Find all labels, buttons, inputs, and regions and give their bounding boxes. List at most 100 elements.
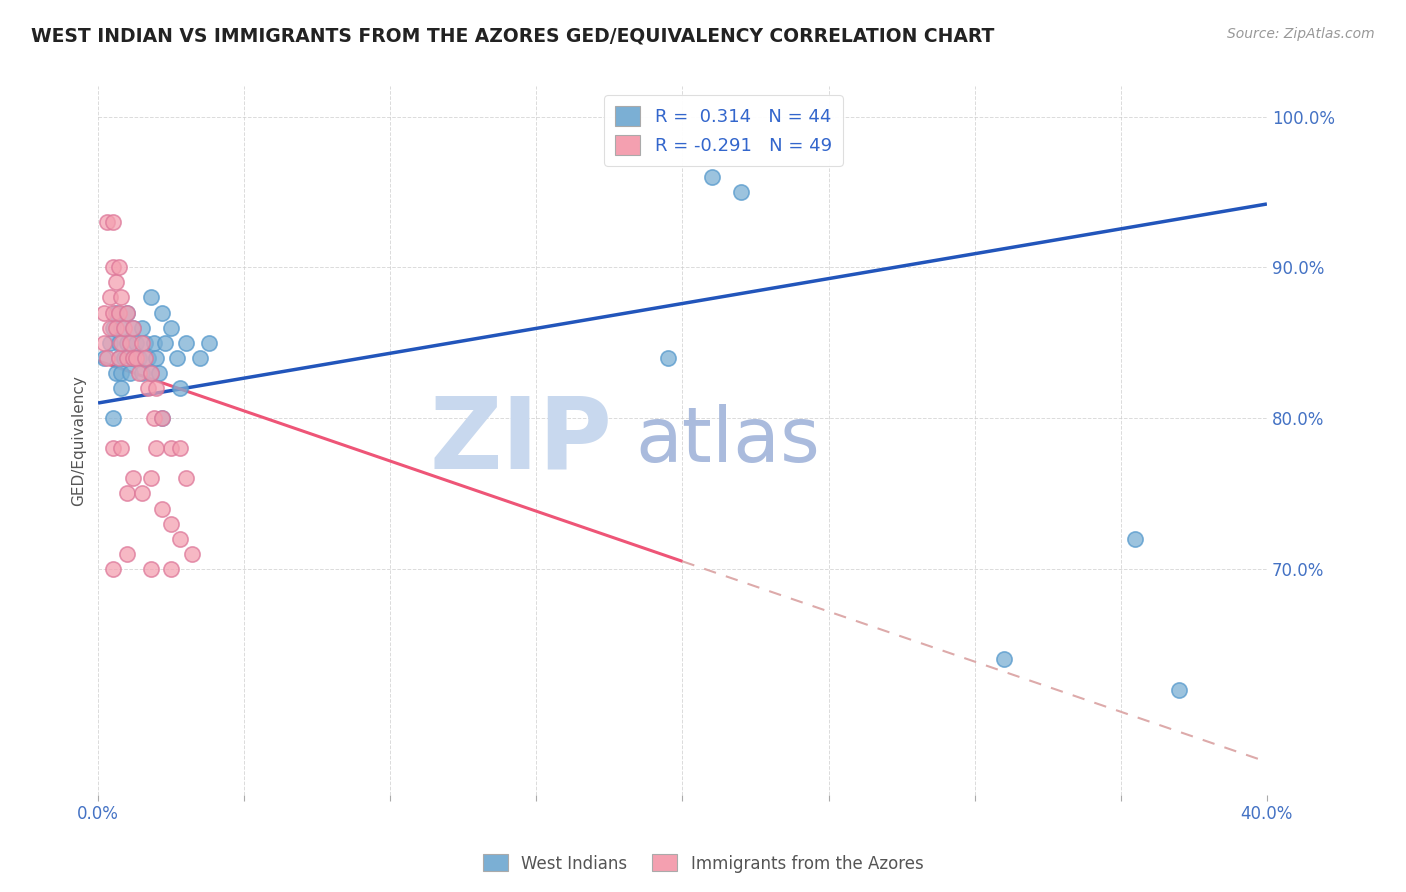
Point (139, 366, 162, 380)
Point (166, 351, 188, 365)
Point (101, 305, 124, 319)
Point (125, 335, 148, 350)
Point (150, 411, 173, 425)
Point (993, 652, 1015, 666)
Point (730, 185, 752, 199)
Point (134, 351, 156, 365)
Point (96, 215, 118, 229)
Point (96, 351, 118, 365)
Point (136, 351, 159, 365)
Point (139, 290, 162, 304)
Point (128, 351, 150, 365)
Point (131, 366, 153, 380)
Point (117, 486, 139, 500)
Text: atlas: atlas (636, 404, 821, 478)
Legend: West Indians, Immigrants from the Azores: West Indians, Immigrants from the Azores (477, 847, 929, 880)
Point (104, 305, 127, 319)
Text: WEST INDIAN VS IMMIGRANTS FROM THE AZORES GED/EQUIVALENCY CORRELATION CHART: WEST INDIAN VS IMMIGRANTS FROM THE AZORE… (31, 27, 994, 45)
Point (145, 442, 167, 456)
Point (120, 366, 142, 380)
Point (150, 305, 173, 319)
Point (107, 335, 129, 350)
Point (160, 442, 183, 456)
Point (101, 260, 124, 275)
Point (198, 335, 221, 350)
Point (134, 335, 156, 350)
Point (122, 351, 145, 365)
Point (122, 320, 145, 334)
Point (110, 335, 132, 350)
Point (117, 547, 139, 561)
Point (110, 381, 132, 395)
Point (122, 351, 145, 365)
Point (131, 320, 153, 334)
Point (160, 320, 183, 334)
Point (110, 290, 132, 304)
Point (150, 501, 173, 516)
Point (160, 562, 183, 576)
Point (122, 351, 145, 365)
Point (188, 351, 211, 365)
Point (657, 351, 679, 365)
Point (131, 486, 153, 500)
Point (112, 320, 135, 334)
Point (98, 320, 121, 334)
Point (107, 351, 129, 365)
Point (104, 276, 127, 290)
Point (93, 305, 115, 319)
Point (101, 411, 124, 425)
Point (1125, 532, 1147, 546)
Point (139, 471, 162, 485)
Point (101, 562, 124, 576)
Point (1168, 682, 1191, 697)
Point (117, 351, 139, 365)
Point (112, 351, 135, 365)
Point (150, 411, 173, 425)
Point (122, 320, 145, 334)
Point (101, 442, 124, 456)
Point (131, 335, 153, 350)
Point (148, 366, 170, 380)
Point (117, 305, 139, 319)
Y-axis label: GED/Equivalency: GED/Equivalency (72, 376, 86, 506)
Point (174, 471, 197, 485)
Point (101, 215, 124, 229)
Point (98, 290, 121, 304)
Point (93, 335, 115, 350)
Point (139, 562, 162, 576)
Point (169, 442, 191, 456)
Point (110, 366, 132, 380)
Point (110, 320, 132, 334)
Point (120, 335, 142, 350)
Point (136, 381, 159, 395)
Legend: R =  0.314   N = 44, R = -0.291   N = 49: R = 0.314 N = 44, R = -0.291 N = 49 (605, 95, 842, 166)
Text: Source: ZipAtlas.com: Source: ZipAtlas.com (1227, 27, 1375, 41)
Text: ZIP: ZIP (429, 392, 613, 489)
Point (700, 169, 723, 184)
Point (145, 351, 167, 365)
Point (104, 320, 127, 334)
Point (139, 366, 162, 380)
Point (93, 351, 115, 365)
Point (160, 516, 183, 531)
Point (174, 335, 197, 350)
Point (107, 305, 129, 319)
Point (122, 471, 145, 485)
Point (107, 260, 129, 275)
Point (107, 351, 129, 365)
Point (180, 547, 202, 561)
Point (169, 381, 191, 395)
Point (125, 351, 148, 365)
Point (128, 366, 150, 380)
Point (117, 305, 139, 319)
Point (142, 411, 165, 425)
Point (98, 335, 121, 350)
Point (155, 335, 177, 350)
Point (110, 442, 132, 456)
Point (101, 320, 124, 334)
Point (142, 335, 165, 350)
Point (169, 532, 191, 546)
Point (145, 381, 167, 395)
Point (104, 366, 127, 380)
Point (117, 335, 139, 350)
